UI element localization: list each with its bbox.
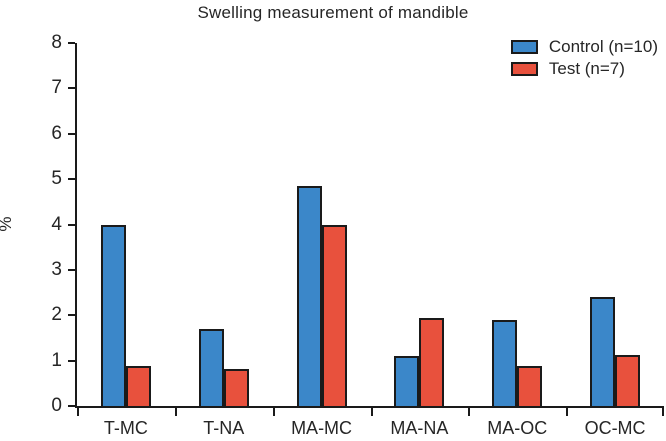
y-axis-tick xyxy=(68,178,75,181)
bar-test-t-na xyxy=(223,368,249,406)
y-axis-tick xyxy=(68,223,75,226)
bar-control-t-na xyxy=(198,328,224,406)
y-axis-tick xyxy=(68,132,75,135)
x-axis-tick xyxy=(77,408,79,416)
bar-test-ma-mc xyxy=(321,224,347,406)
x-axis-tick xyxy=(174,408,177,416)
y-tick-label: 0 xyxy=(51,395,62,416)
y-tick-label: 2 xyxy=(51,304,62,326)
y-axis-tick xyxy=(68,314,75,317)
plot-area: 0 1 2 3 4 5 6 7 8 T-MC T-NA MA-MC MA-NA MA-OC OC-MC xyxy=(51,32,664,438)
legend: Control (n=10) Test (n=7) xyxy=(510,37,658,82)
x-axis-tick xyxy=(468,408,471,416)
y-axis-tick xyxy=(68,42,75,44)
legend-item-control: Control (n=10) xyxy=(510,37,658,56)
legend-label-test: Test (n=7) xyxy=(548,59,625,78)
x-category-label-oc-mc: OC-MC xyxy=(584,418,646,438)
x-category-label-ma-mc: MA-MC xyxy=(291,418,353,438)
legend-item-test: Test (n=7) xyxy=(510,59,658,78)
y-tick-label: 3 xyxy=(51,258,62,280)
x-axis-tick xyxy=(566,408,569,416)
x-axis-tick xyxy=(370,408,373,416)
bar-control-t-mc xyxy=(100,224,126,406)
bar-test-ma-na xyxy=(419,317,445,406)
y-tick-label: 5 xyxy=(51,168,62,190)
bar-test-oc-mc xyxy=(615,355,641,406)
bar-control-oc-mc xyxy=(590,297,616,406)
y-axis-tick xyxy=(68,405,75,407)
legend-swatch-control xyxy=(510,40,538,54)
bar-control-ma-na xyxy=(394,356,420,406)
y-axis-label: % xyxy=(0,204,16,244)
bar-test-t-mc xyxy=(125,366,151,406)
bar-control-ma-oc xyxy=(492,319,518,406)
legend-swatch-test xyxy=(510,62,538,76)
y-tick-label: 1 xyxy=(51,349,62,371)
x-axis-tick xyxy=(272,408,275,416)
legend-label-control: Control (n=10) xyxy=(548,37,658,56)
y-axis-tick xyxy=(68,268,75,271)
x-category-label-t-mc: T-MC xyxy=(103,418,148,438)
y-axis-tick xyxy=(68,87,75,90)
y-tick-label: 4 xyxy=(51,213,62,235)
bar-control-ma-mc xyxy=(296,185,322,406)
x-category-label-ma-na: MA-NA xyxy=(390,418,449,438)
bar-test-ma-oc xyxy=(517,366,543,406)
chart-title: Swelling measurement of mandible xyxy=(197,3,469,22)
y-tick-label: 6 xyxy=(51,122,62,144)
x-category-label-ma-oc: MA-OC xyxy=(487,418,548,438)
y-axis-tick xyxy=(68,359,75,362)
x-category-label-t-na: T-NA xyxy=(203,418,245,438)
x-axis-tick xyxy=(662,408,664,416)
y-tick-label: 8 xyxy=(51,32,62,53)
y-tick-label: 7 xyxy=(51,77,62,99)
